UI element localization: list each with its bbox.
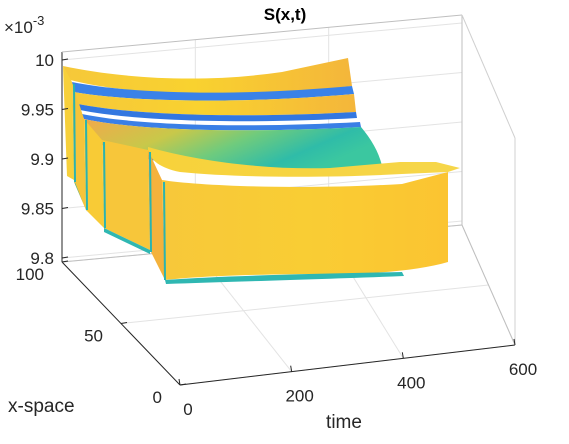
z-tick-mark	[61, 58, 69, 61]
x-tick-label: 600	[509, 360, 537, 379]
y-tick-mark	[120, 322, 128, 324]
surface	[63, 58, 460, 284]
z-tick-label: 9.95	[21, 101, 54, 120]
z-tick-label: 10	[35, 51, 54, 70]
surface-left-panel-5	[148, 150, 165, 280]
surface-left-panel-3	[84, 119, 104, 228]
z-tick-mark	[61, 108, 69, 110]
x-tick-mark	[401, 352, 404, 359]
y-tick-labels: 0 50 100	[16, 260, 187, 407]
z-gridline	[61, 22, 463, 61]
surface-front-lip	[148, 147, 460, 177]
surface-vline-4	[149, 151, 152, 253]
z-tick-mark	[61, 157, 69, 160]
surface-vline-2	[85, 119, 88, 211]
y-axis-label: x-space	[8, 396, 75, 417]
surface-main-sheet	[84, 119, 383, 171]
back-top-edge	[61, 14, 463, 53]
y-tick-label: 100	[16, 265, 44, 284]
right-top-edge	[461, 14, 516, 139]
surface-vline-3	[103, 141, 106, 229]
z-tick-label: 9.9	[30, 150, 54, 169]
x-tick-labels: 0 200 400 600	[178, 338, 537, 419]
z-tick-mark	[61, 256, 69, 259]
y-tick-label: 50	[84, 327, 103, 346]
y-tick-label: 0	[153, 388, 162, 407]
surface-vline-5	[163, 181, 166, 281]
x-tick-label: 0	[183, 400, 192, 419]
z-tick-mark	[61, 207, 69, 209]
surface-vline-1	[73, 83, 76, 183]
surface-edge-sliver-3	[165, 272, 404, 284]
surface-strip-2	[74, 92, 356, 116]
surface-back-sheet	[63, 58, 352, 94]
x-tick-mark	[513, 338, 516, 346]
surface-edge-sliver-2	[104, 228, 150, 254]
z-tick-label: 9.8	[30, 249, 54, 268]
chart-title: S(x,t)	[264, 5, 307, 24]
surface-band-blue-3	[82, 114, 361, 131]
surface-band-blue-2	[78, 104, 357, 122]
z-tick-label: 9.85	[21, 200, 54, 219]
x-axis-label: time	[326, 412, 362, 433]
z-exponent-label: ×10-3	[4, 13, 44, 37]
x-tick-label: 200	[285, 387, 313, 406]
surface-left-panel-1	[63, 66, 74, 180]
z-tick-labels: 9.8 9.85 9.9 9.95 10	[21, 51, 69, 268]
y-gridline	[120, 284, 489, 324]
right-floor-edge	[461, 224, 516, 346]
x-tick-mark	[290, 365, 293, 372]
y-tick-mark	[61, 260, 69, 263]
x-axis-line	[179, 344, 516, 386]
z-exponent-base: ×10	[4, 18, 33, 37]
x-tick-mark	[178, 378, 181, 386]
y-tick-mark	[179, 383, 187, 386]
surface-front-wall	[162, 172, 448, 280]
surface-left-panel-4	[102, 140, 150, 250]
surface-band-blue	[72, 82, 354, 101]
z-exponent-power: -3	[33, 13, 45, 28]
x-tick-label: 400	[397, 373, 425, 392]
